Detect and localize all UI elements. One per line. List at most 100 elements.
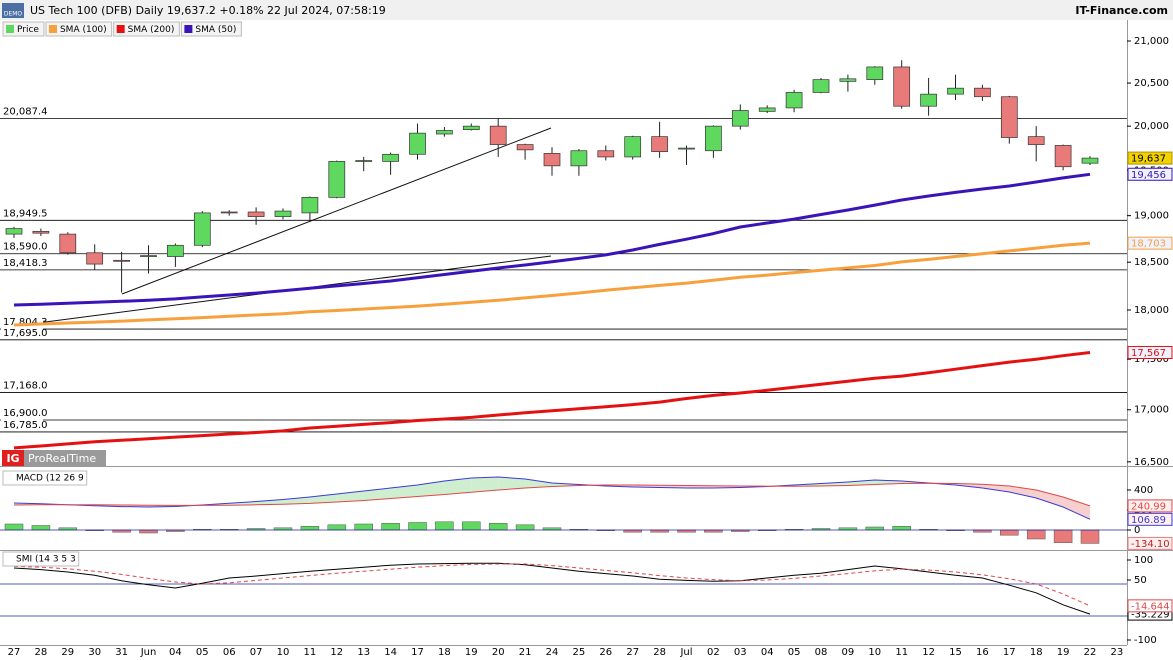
x-tick-label: 17	[411, 647, 424, 658]
x-tick-label: 14	[384, 647, 397, 658]
histogram-bar	[488, 523, 508, 531]
histogram-bar	[1000, 529, 1019, 536]
candle-body	[59, 233, 77, 254]
price-tag-label: -35.229	[1131, 610, 1170, 621]
histogram-bar	[865, 526, 885, 531]
candle-body	[113, 259, 130, 262]
candle-body	[543, 153, 561, 167]
logo-text-box	[24, 450, 106, 466]
x-tick-label: 25	[573, 647, 586, 658]
level-label: 18,418.3	[3, 258, 48, 269]
price-tag-label: 19,637	[1131, 154, 1166, 165]
x-tick-label: 12	[330, 647, 343, 658]
logo: IG ProRealTime	[2, 450, 106, 466]
candle-body	[86, 252, 104, 265]
price-tag	[1127, 167, 1173, 181]
x-tick-label: 24	[546, 647, 559, 658]
price-tag	[1127, 345, 1173, 359]
y-tick-label: 19,000	[1134, 211, 1169, 222]
macd-fill	[417, 481, 445, 497]
y-tick-label: 18,500	[1134, 257, 1169, 268]
candle-body	[758, 107, 776, 112]
x-tick-label: 19	[465, 647, 478, 658]
x-tick-label: 27	[8, 647, 21, 658]
level-label-bg	[1, 379, 43, 391]
x-tick-label: 17	[1003, 647, 1016, 658]
macd-fill	[821, 482, 848, 486]
y-tick-label: 17,500	[1134, 354, 1169, 365]
candle-body	[301, 197, 319, 214]
x-tick-label: 19	[1057, 647, 1070, 658]
price-tag	[1127, 151, 1173, 165]
candle-body	[274, 210, 292, 217]
badge-box	[2, 3, 24, 18]
price-tag	[1127, 536, 1173, 550]
candle-body	[516, 144, 534, 151]
candle-body	[1000, 96, 1018, 138]
price-tag	[1127, 236, 1173, 250]
histogram-bar	[435, 521, 454, 531]
histogram-bar	[31, 525, 51, 531]
histogram-bar	[1053, 529, 1073, 543]
x-tick-label: 10	[868, 647, 881, 658]
legend-swatch	[48, 25, 57, 33]
candle-body	[1027, 136, 1045, 145]
legend-label: SMA (100)	[60, 25, 107, 35]
candle-body	[1081, 157, 1099, 164]
macd-fill	[256, 499, 283, 505]
histogram-bar	[139, 529, 158, 534]
x-tick-label: 16	[976, 647, 989, 658]
histogram-bar	[1026, 529, 1046, 540]
x-tick-label: 10	[277, 647, 290, 658]
candle-body	[5, 228, 23, 235]
level-label-bg	[1, 105, 43, 117]
candle-body	[785, 92, 803, 109]
x-tick-label: Jun	[140, 647, 157, 658]
x-tick-label: 06	[223, 647, 236, 658]
x-tick-label: 12	[922, 647, 935, 658]
candle-body	[167, 244, 184, 257]
legend-item	[45, 21, 113, 37]
x-tick-label: 15	[949, 647, 962, 658]
y-tick-label: 20,000	[1134, 121, 1169, 132]
price-tag-label: 17,567	[1131, 348, 1166, 359]
candle-body	[651, 136, 668, 152]
level-label: 18,949.5	[3, 208, 48, 219]
candle-body	[974, 87, 991, 98]
logo-box	[2, 450, 24, 466]
legend-label: SMA (200)	[128, 25, 175, 35]
y-tick-label: 21,000	[1134, 36, 1169, 47]
x-tick-label: 18	[1030, 647, 1043, 658]
y-tick-label: 100	[1134, 555, 1153, 566]
chart-title: US Tech 100 (DFB) Daily 19,637.2 +0.18% …	[30, 4, 386, 17]
x-tick-label: 30	[88, 647, 101, 658]
candle-body	[140, 255, 157, 257]
x-tick-label: 27	[626, 647, 639, 658]
candle-body	[32, 230, 50, 234]
y-tick-label: 16,500	[1134, 457, 1169, 468]
x-tick-label: 03	[734, 647, 747, 658]
x-tick-label: 05	[788, 647, 801, 658]
header-bar	[0, 0, 1173, 20]
trend-line	[121, 127, 552, 295]
x-tick-label: 13	[357, 647, 370, 658]
legend-swatch	[6, 25, 14, 33]
y-tick-label: 50	[1134, 575, 1147, 586]
price-tag-label: 240.99	[1131, 501, 1166, 512]
legend-label: Price	[17, 25, 39, 35]
x-tick-label: 23	[1111, 647, 1124, 658]
panel-title: SMI (14 3 5 3	[16, 555, 76, 565]
macd-fill	[283, 497, 310, 505]
price-tag	[1127, 599, 1173, 613]
candle-body	[866, 66, 884, 81]
level-label: 16,785.0	[3, 420, 48, 431]
level-label-bg	[1, 256, 43, 268]
logo-mark: IG	[6, 452, 19, 465]
level-label-bg	[1, 326, 43, 338]
x-tick-label: 29	[61, 647, 74, 658]
candle-body	[893, 66, 911, 107]
level-label-bg	[1, 418, 43, 430]
candle-body	[220, 211, 238, 214]
histogram-bar	[4, 523, 24, 531]
candle-body	[247, 211, 265, 217]
